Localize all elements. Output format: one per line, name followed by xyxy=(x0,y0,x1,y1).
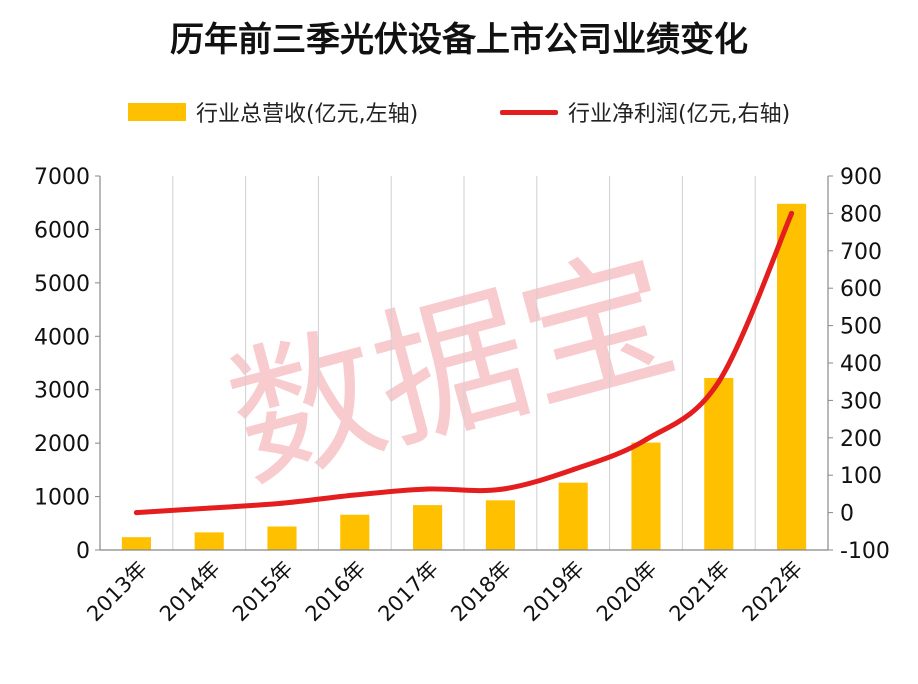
x-tick-label: 2019年 xyxy=(519,557,589,627)
x-tick-label: 2017年 xyxy=(374,557,444,627)
x-tick-label: 2015年 xyxy=(228,557,298,627)
legend: 行业总营收(亿元,左轴) 行业净利润(亿元,右轴) xyxy=(128,96,888,130)
line-point xyxy=(716,379,722,385)
x-tick-label: 2013年 xyxy=(82,557,152,627)
y-left-tick-label: 4000 xyxy=(34,325,90,350)
y-left-tick-label: 5000 xyxy=(34,272,90,297)
bar xyxy=(413,505,443,550)
line-point xyxy=(570,467,576,473)
legend-bar-swatch xyxy=(128,103,186,121)
legend-line-swatch xyxy=(500,109,558,115)
y-right-tick-label: 900 xyxy=(840,165,882,190)
y-right-tick-label: 500 xyxy=(840,315,882,340)
bar xyxy=(485,500,515,550)
bar xyxy=(704,377,734,550)
y-left-tick-label: 1000 xyxy=(34,486,90,511)
line-point xyxy=(497,486,503,492)
y-right-tick-label: 700 xyxy=(840,240,882,265)
bar xyxy=(558,482,588,550)
line-point xyxy=(133,510,139,516)
y-right-tick-label: 300 xyxy=(840,389,882,414)
y-right-tick-label: 0 xyxy=(840,502,854,527)
watermark: 数据宝 xyxy=(212,227,692,512)
y-left-tick-label: 2000 xyxy=(34,432,90,457)
line-point xyxy=(789,210,795,216)
bar xyxy=(194,532,224,550)
y-right-tick-label: 200 xyxy=(840,427,882,452)
y-left-tick-label: 3000 xyxy=(34,379,90,404)
x-tick-label: 2014年 xyxy=(155,557,225,627)
x-tick-label: 2020年 xyxy=(592,557,662,627)
bar xyxy=(631,442,661,550)
legend-item-revenue: 行业总营收(亿元,左轴) xyxy=(128,96,418,128)
line-point xyxy=(425,486,431,492)
bar xyxy=(121,537,151,550)
profit-line xyxy=(133,210,795,516)
legend-label-revenue: 行业总营收(亿元,左轴) xyxy=(196,102,419,127)
legend-label-profit: 行业净利润(亿元,右轴) xyxy=(568,102,791,127)
bar xyxy=(267,526,297,550)
bar xyxy=(777,203,807,551)
line-point xyxy=(279,500,285,506)
line-point xyxy=(206,505,212,511)
x-tick-label: 2018年 xyxy=(446,557,516,627)
legend-item-profit: 行业净利润(亿元,右轴) xyxy=(500,96,790,128)
y-right-tick-label: -100 xyxy=(840,539,890,564)
y-left-tick-label: 6000 xyxy=(34,218,90,243)
y-left-tick-label: 0 xyxy=(76,539,90,564)
line-point xyxy=(643,437,649,443)
line-point xyxy=(352,492,358,498)
x-tick-label: 2021年 xyxy=(665,557,735,627)
y-left-tick-label: 7000 xyxy=(34,165,90,190)
chart-title: 历年前三季光伏设备上市公司业绩变化 xyxy=(170,20,748,60)
y-right-tick-label: 600 xyxy=(840,277,882,302)
y-right-tick-label: 800 xyxy=(840,202,882,227)
bar xyxy=(340,514,370,550)
x-tick-label: 2022年 xyxy=(738,557,808,627)
y-right-tick-label: 100 xyxy=(840,464,882,489)
x-tick-label: 2016年 xyxy=(301,557,371,627)
y-right-tick-label: 400 xyxy=(840,352,882,377)
